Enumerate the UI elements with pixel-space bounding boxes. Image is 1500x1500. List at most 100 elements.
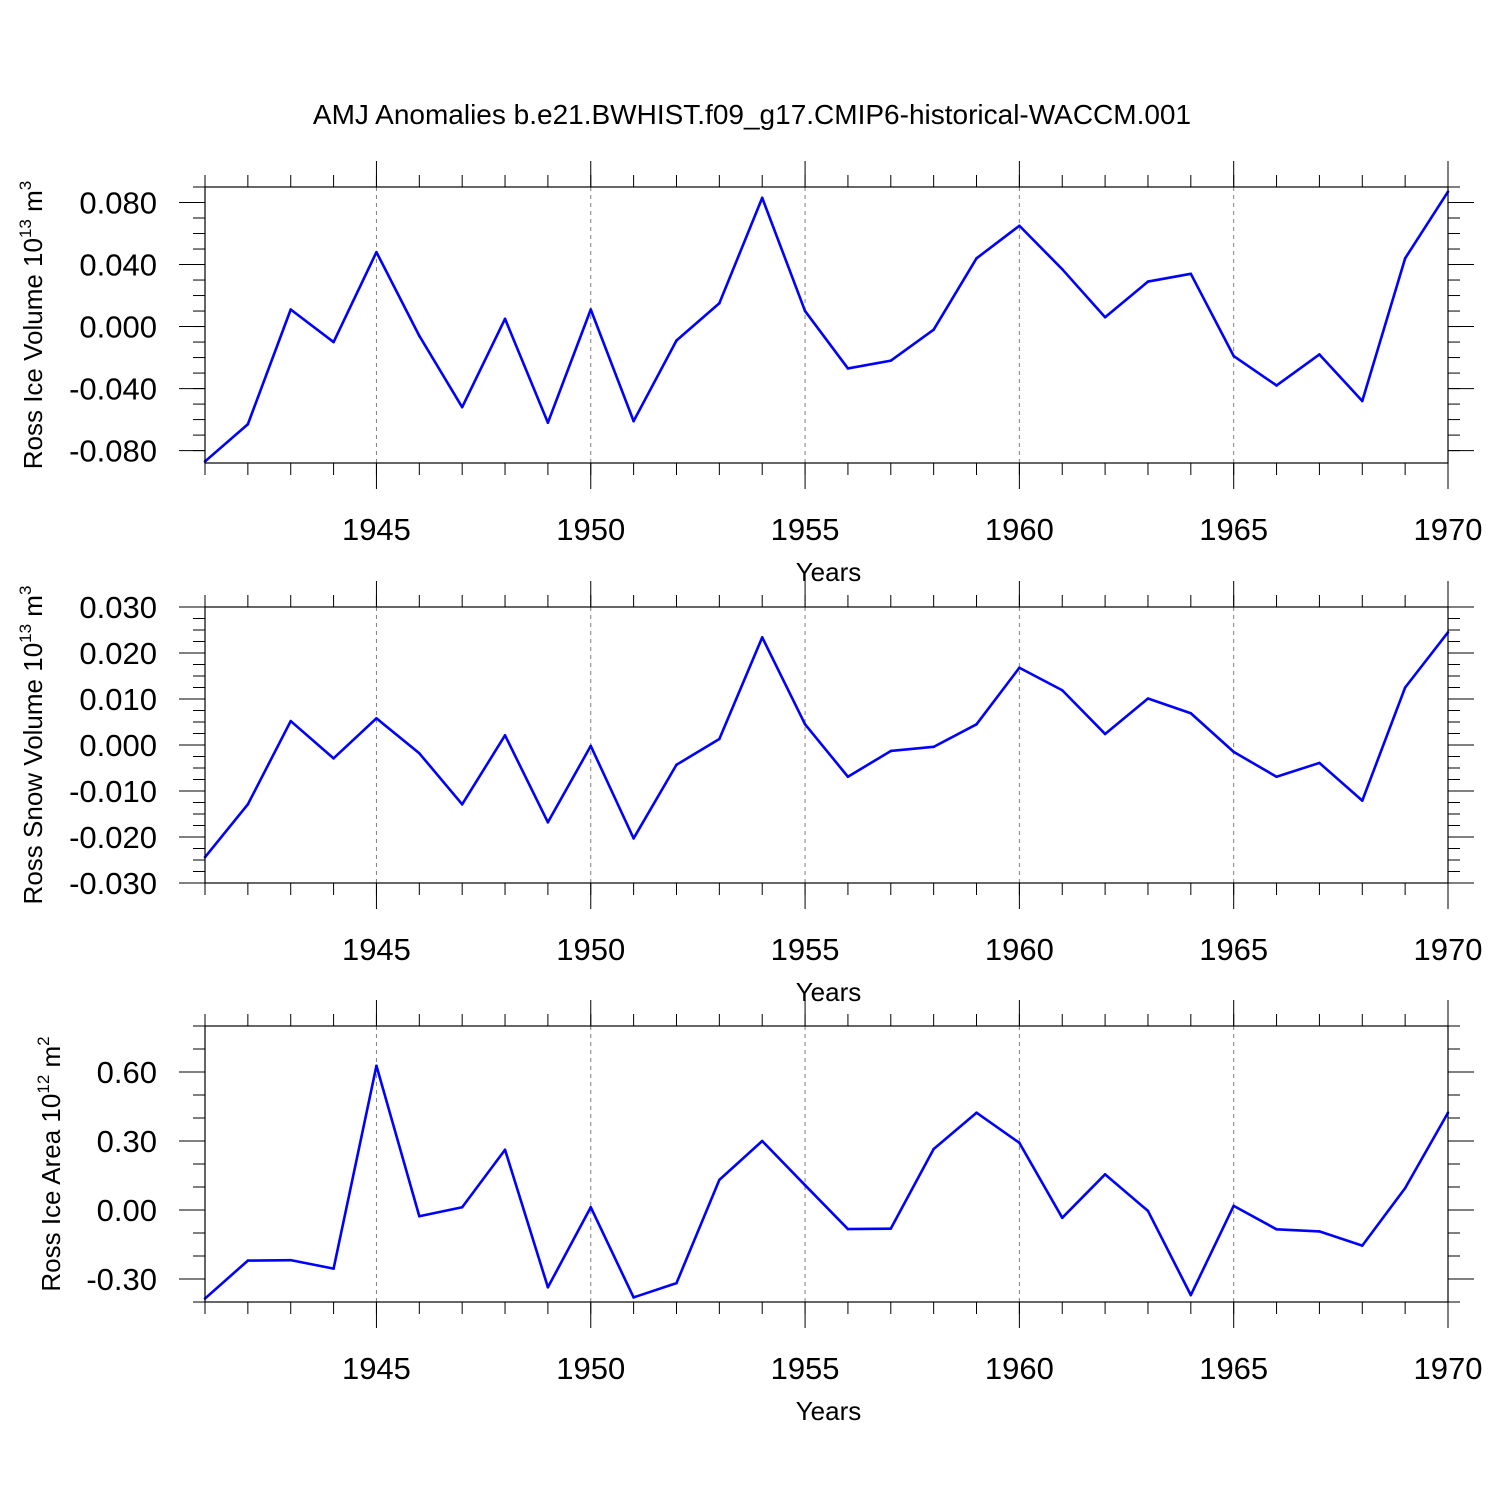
data-point xyxy=(975,1111,978,1115)
data-point xyxy=(1318,1230,1321,1233)
data-point xyxy=(889,749,893,753)
data-point xyxy=(246,422,250,426)
data-point xyxy=(846,367,850,370)
data-point xyxy=(246,1259,250,1262)
plot-frame xyxy=(204,1025,1449,1303)
data-point xyxy=(846,775,850,779)
x-axis-title: Years xyxy=(796,557,862,587)
y-tick-label: 0.080 xyxy=(79,186,157,221)
x-tick-label: 1955 xyxy=(771,512,840,547)
y-tick-label: 0.010 xyxy=(79,682,157,717)
y-tick-label: 0.020 xyxy=(79,636,157,671)
y-tick-label: 0.000 xyxy=(79,310,157,345)
data-point xyxy=(632,837,635,840)
data-point xyxy=(546,421,550,424)
y-tick-label: -0.040 xyxy=(69,372,157,407)
y-tick-label: -0.020 xyxy=(69,820,157,855)
x-tick-label: 1960 xyxy=(985,932,1054,967)
data-point xyxy=(418,334,421,338)
data-point xyxy=(460,803,464,806)
data-point xyxy=(932,328,935,331)
y-axis-title: Ross Snow Volume 1013 m3 xyxy=(16,586,48,905)
y-tick-label: 0.040 xyxy=(79,248,157,283)
data-point xyxy=(375,250,378,254)
y-tick-label: -0.030 xyxy=(69,866,157,901)
data-point xyxy=(1146,697,1150,700)
data-point xyxy=(1403,1186,1407,1190)
data-point xyxy=(1232,354,1235,358)
data-point xyxy=(803,723,807,726)
data-point xyxy=(760,1139,764,1143)
x-tick-label: 1960 xyxy=(985,512,1054,547)
data-point xyxy=(1360,1244,1364,1247)
y-tick-label: 0.000 xyxy=(79,728,157,763)
data-point xyxy=(632,1296,635,1299)
data-point xyxy=(1275,384,1278,387)
data-point xyxy=(1275,1228,1278,1231)
y-tick-label: 0.60 xyxy=(97,1055,157,1090)
x-tick-label: 1945 xyxy=(342,932,411,967)
plot-frame xyxy=(204,606,1449,884)
data-point xyxy=(1146,1209,1150,1213)
data-point xyxy=(1060,267,1064,271)
data-point xyxy=(675,763,678,767)
x-tick-label: 1970 xyxy=(1414,932,1483,967)
data-point xyxy=(1103,1173,1107,1176)
y-tick-label: 0.030 xyxy=(79,590,157,625)
series-line xyxy=(203,631,1450,859)
data-point xyxy=(1060,688,1064,692)
data-point xyxy=(932,745,935,749)
x-tick-label: 1950 xyxy=(556,932,625,967)
x-tick-label: 1950 xyxy=(556,512,625,547)
data-point xyxy=(1189,1293,1193,1297)
data-point xyxy=(889,359,893,362)
data-point xyxy=(332,1267,335,1270)
plot-frame xyxy=(204,186,1449,464)
data-point xyxy=(1189,272,1193,276)
data-point xyxy=(632,419,635,423)
data-point xyxy=(803,309,807,313)
data-point xyxy=(1018,666,1021,670)
data-point xyxy=(760,196,764,200)
data-point xyxy=(718,1178,721,1182)
data-point xyxy=(1403,257,1407,260)
x-tick-label: 1965 xyxy=(1199,512,1268,547)
data-point xyxy=(460,1205,464,1209)
data-point xyxy=(546,820,550,824)
x-tick-label: 1950 xyxy=(556,1351,625,1386)
figure-title: AMJ Anomalies b.e21.BWHIST.f09_g17.CMIP6… xyxy=(313,99,1191,130)
x-tick-label: 1965 xyxy=(1199,932,1268,967)
data-point xyxy=(889,1227,893,1230)
data-point xyxy=(460,405,464,409)
data-point xyxy=(846,1227,850,1231)
chart-panel-2: 1945 1950 1955 1960 1965 1970 -0.030 -0.020 -0.0… xyxy=(16,581,1482,1007)
data-point xyxy=(1018,224,1021,228)
data-point xyxy=(1403,686,1407,689)
data-point xyxy=(760,636,764,639)
x-axis-title: Years xyxy=(796,1396,862,1426)
data-point xyxy=(589,308,593,311)
x-tick-label: 1970 xyxy=(1414,512,1483,547)
data-point xyxy=(1189,711,1193,715)
data-point xyxy=(503,734,507,737)
series-line xyxy=(204,1064,1450,1300)
data-point xyxy=(718,737,721,741)
x-tick-label: 1955 xyxy=(771,1351,840,1386)
y-axis-title: Ross Ice Area 1012 m2 xyxy=(34,1036,66,1291)
y-axis-title: Ross Ice Volume 1013 m3 xyxy=(16,181,48,470)
x-tick-label: 1955 xyxy=(771,932,840,967)
data-point xyxy=(289,308,293,311)
data-point xyxy=(418,751,421,755)
data-point xyxy=(675,339,678,342)
y-tick-label: -0.010 xyxy=(69,774,157,809)
data-point xyxy=(975,257,978,260)
y-tick-label: -0.30 xyxy=(86,1262,157,1297)
data-point xyxy=(332,757,335,760)
data-point xyxy=(718,301,721,305)
data-point xyxy=(1360,799,1364,802)
data-point xyxy=(1232,750,1235,754)
data-point xyxy=(1018,1141,1021,1145)
data-point xyxy=(503,317,507,321)
data-point xyxy=(589,744,593,748)
data-point xyxy=(975,723,978,726)
